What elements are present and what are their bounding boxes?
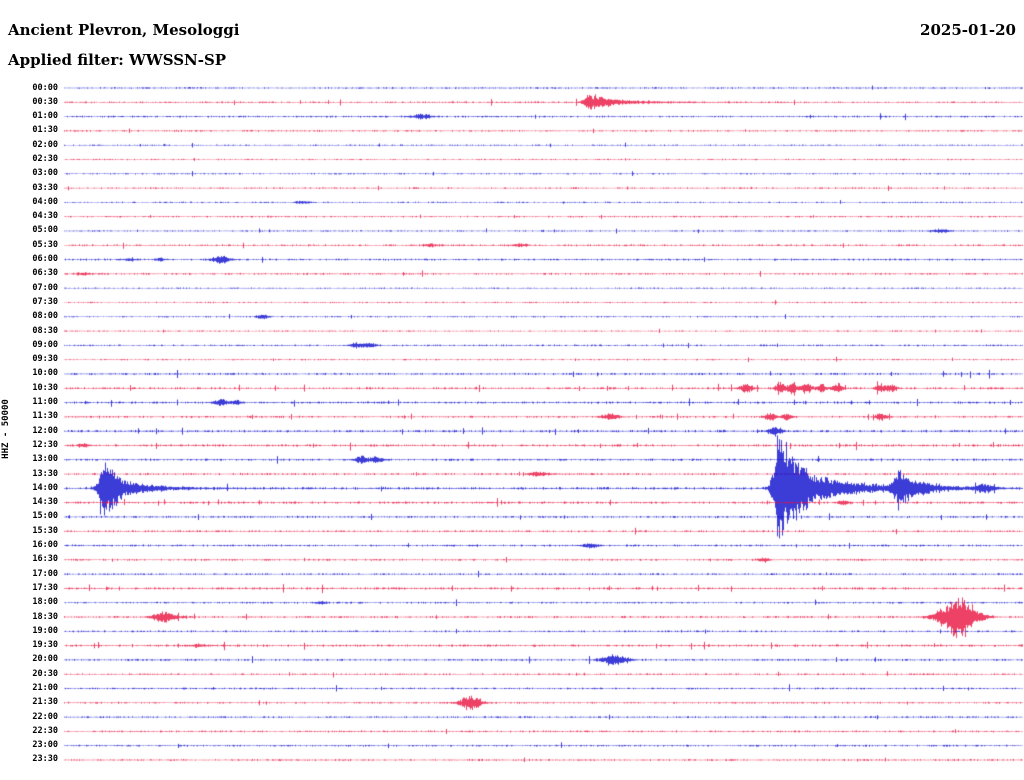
time-label: 07:30 [32, 296, 58, 307]
time-label: 23:00 [32, 740, 58, 751]
time-label: 02:00 [32, 139, 58, 150]
time-label: 07:00 [32, 282, 58, 293]
time-label: 08:30 [32, 325, 58, 336]
time-label: 14:30 [32, 497, 58, 508]
time-label: 04:00 [32, 196, 58, 207]
time-label: 01:00 [32, 111, 58, 122]
time-label: 06:00 [32, 254, 58, 265]
time-label: 20:00 [32, 654, 58, 665]
time-label: 20:30 [32, 668, 58, 679]
time-label: 09:30 [32, 354, 58, 365]
time-label: 16:30 [32, 554, 58, 565]
time-label: 18:30 [32, 611, 58, 622]
time-label: 12:30 [32, 439, 58, 450]
time-label: 00:00 [32, 82, 58, 93]
time-label: 19:00 [32, 625, 58, 636]
time-label: 08:00 [32, 311, 58, 322]
time-label: 19:30 [32, 640, 58, 651]
time-label: 00:30 [32, 96, 58, 107]
time-label: 14:00 [32, 482, 58, 493]
time-label: 05:00 [32, 225, 58, 236]
time-label: 13:00 [32, 454, 58, 465]
time-label: 21:30 [32, 697, 58, 708]
time-label: 01:30 [32, 125, 58, 136]
time-label: 03:00 [32, 168, 58, 179]
time-label: 16:00 [32, 540, 58, 551]
time-label: 18:00 [32, 597, 58, 608]
time-label: 03:30 [32, 182, 58, 193]
time-label: 10:00 [32, 368, 58, 379]
time-label: 22:00 [32, 711, 58, 722]
time-label: 09:00 [32, 339, 58, 350]
time-label: 17:00 [32, 568, 58, 579]
time-label: 13:30 [32, 468, 58, 479]
time-label: 10:30 [32, 382, 58, 393]
time-label: 23:30 [32, 754, 58, 765]
time-label: 17:30 [32, 582, 58, 593]
time-label: 21:00 [32, 683, 58, 693]
time-label: 12:00 [32, 425, 58, 436]
time-label: 11:30 [32, 411, 58, 422]
time-label: 04:30 [32, 211, 58, 222]
time-label: 15:00 [32, 511, 58, 522]
time-label: 22:30 [32, 725, 58, 736]
time-label: 06:30 [32, 268, 58, 279]
time-label: 15:30 [32, 525, 58, 536]
time-label: 11:00 [32, 397, 58, 408]
time-label: 05:30 [32, 239, 58, 250]
time-label: 02:30 [32, 153, 58, 164]
